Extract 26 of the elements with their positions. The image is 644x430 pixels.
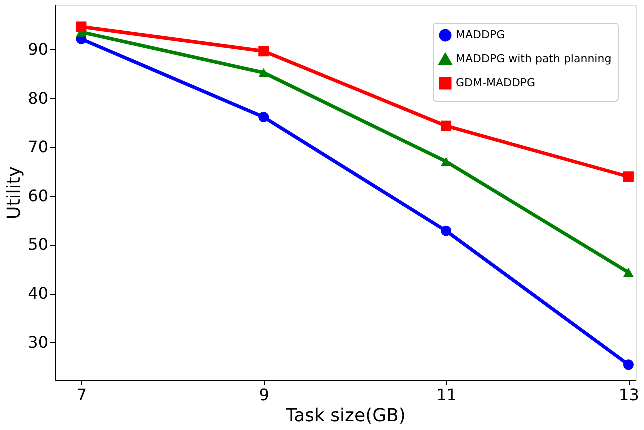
y-axis-title: Utility — [4, 166, 26, 220]
legend-label: MADDPG — [456, 28, 506, 42]
x-tick-label: 11 — [436, 386, 457, 404]
point — [441, 157, 452, 166]
point — [623, 172, 634, 182]
x-tick-label: 13 — [619, 386, 640, 404]
point — [258, 68, 270, 78]
point — [258, 112, 270, 123]
x-tick-label: 9 — [259, 386, 270, 404]
point — [76, 22, 87, 32]
point — [623, 268, 634, 278]
point — [441, 120, 452, 132]
x-axis-title: Task size(GB) — [285, 406, 406, 426]
y-tick-label: 50 — [28, 235, 48, 254]
x-tick-label: 7 — [76, 386, 88, 404]
point — [258, 46, 270, 57]
point — [441, 226, 452, 236]
y-tick-label: 70 — [28, 138, 48, 157]
y-tick-label: 80 — [28, 88, 48, 108]
y-tick-label: 90 — [28, 40, 48, 59]
legend-label: MADDPG with path planning — [456, 52, 612, 66]
y-tick-label: 60 — [28, 186, 48, 206]
legend-label: GDM-MADDPG — [456, 76, 536, 90]
point — [623, 360, 634, 370]
y-tick-label: 30 — [28, 332, 48, 352]
y-tick-label: 40 — [28, 284, 48, 304]
